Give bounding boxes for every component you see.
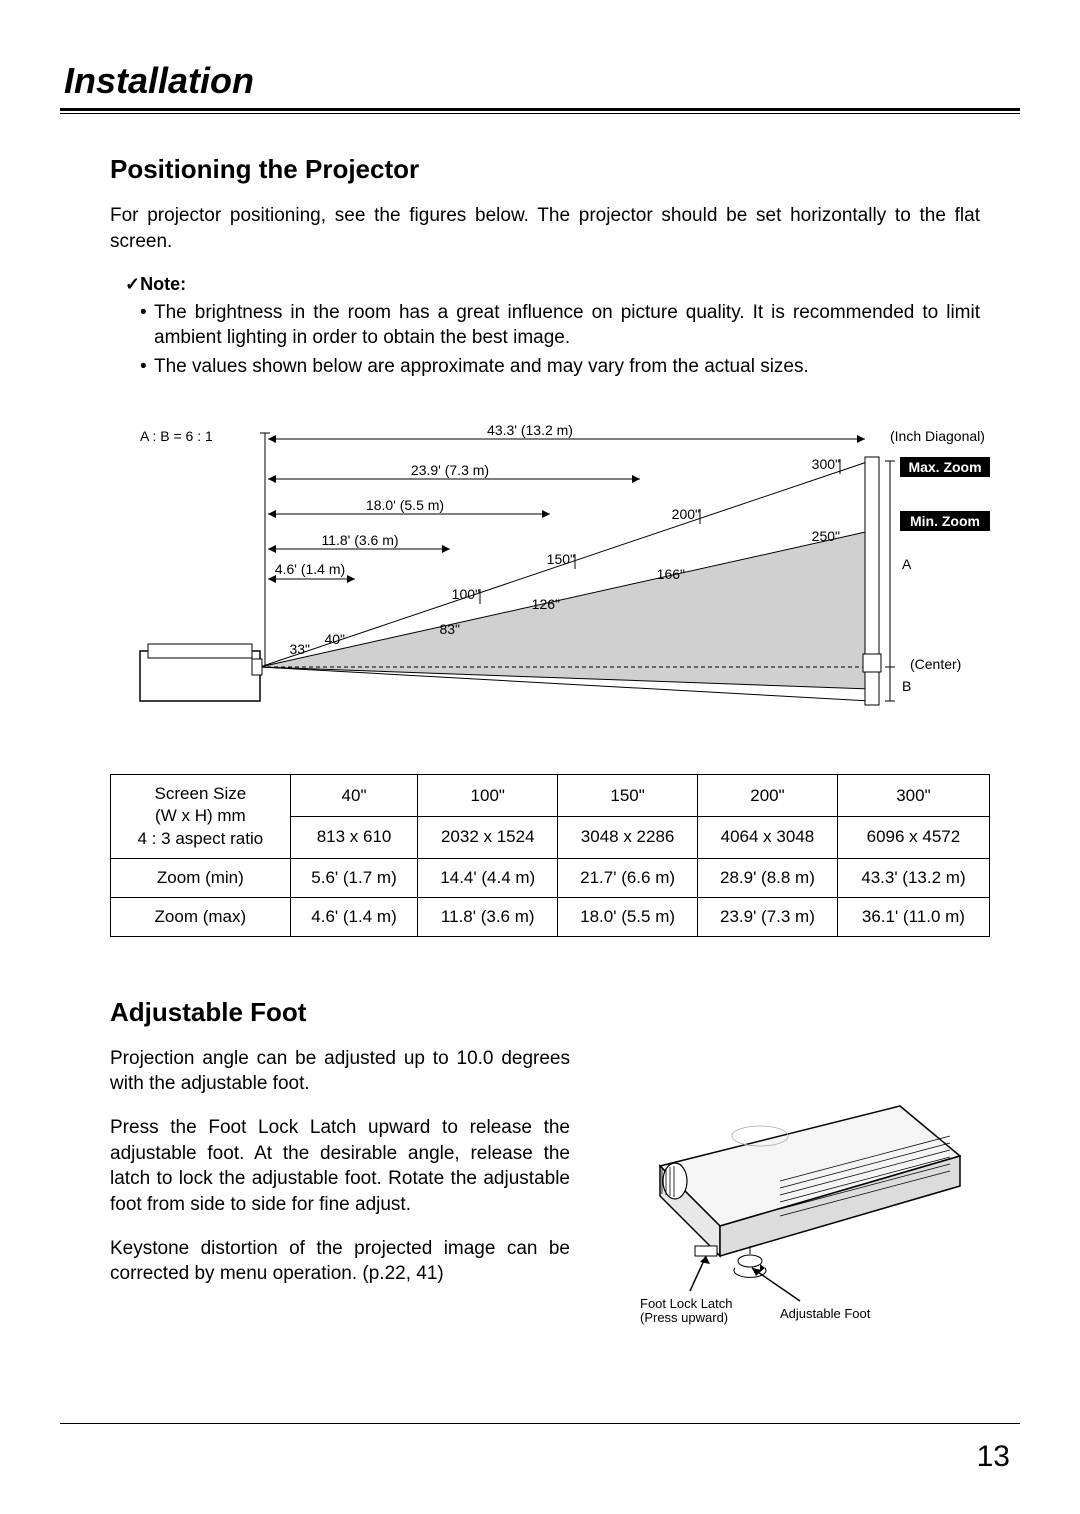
svg-text:(Press upward): (Press upward): [640, 1310, 728, 1325]
table-cell: 11.8' (3.6 m): [418, 897, 558, 936]
table-cell: 36.1' (11.0 m): [837, 897, 989, 936]
svg-text:18.0' (5.5 m): 18.0' (5.5 m): [366, 497, 444, 513]
section-title-foot: Adjustable Foot: [110, 997, 980, 1028]
projection-diagram: A : B = 6 : 1 (Inch Diagonal) Max. Zoom …: [110, 419, 1010, 744]
svg-text:4.6' (1.4 m): 4.6' (1.4 m): [275, 561, 345, 577]
table-row: Zoom (min) 5.6' (1.7 m) 14.4' (4.4 m) 21…: [111, 858, 990, 897]
note-label: ✓Note:: [110, 274, 980, 295]
foot-illustration: Foot Lock Latch (Press upward) Adjustabl…: [600, 1046, 980, 1331]
svg-text:Foot Lock Latch: Foot Lock Latch: [640, 1296, 733, 1311]
svg-text:150": 150": [547, 551, 575, 567]
table-cell: 3048 x 2286: [558, 816, 698, 858]
foot-section: Projection angle can be adjusted up to 1…: [110, 1046, 980, 1331]
table-cell: 14.4' (4.4 m): [418, 858, 558, 897]
foot-p3: Keystone distortion of the projected ima…: [110, 1236, 570, 1287]
table-cell: 18.0' (5.5 m): [558, 897, 698, 936]
table-cell: 300": [837, 775, 989, 817]
foot-text-column: Projection angle can be adjusted up to 1…: [110, 1046, 570, 1331]
svg-text:23.9' (7.3 m): 23.9' (7.3 m): [411, 462, 489, 478]
svg-text:300": 300": [812, 456, 840, 472]
page-number: 13: [977, 1440, 1010, 1474]
table-header-row: Screen Size (W x H) mm 4 : 3 aspect rati…: [111, 775, 990, 817]
diagram-svg: A : B = 6 : 1 (Inch Diagonal) Max. Zoom …: [110, 419, 1010, 739]
intro-text: For projector positioning, see the figur…: [110, 203, 980, 254]
svg-text:Adjustable Foot: Adjustable Foot: [780, 1306, 871, 1321]
table-cell: 813 x 610: [290, 816, 418, 858]
title-rule: [60, 108, 1020, 114]
table-head-screensize: Screen Size (W x H) mm 4 : 3 aspect rati…: [111, 775, 291, 858]
svg-text:43.3' (13.2 m): 43.3' (13.2 m): [487, 422, 573, 438]
table-cell: 150": [558, 775, 698, 817]
b-label: B: [902, 678, 911, 694]
content-area: Positioning the Projector For projector …: [60, 154, 1020, 1331]
note-item: The brightness in the room has a great i…: [140, 301, 980, 350]
svg-text:33": 33": [289, 641, 310, 657]
note-item: The values shown below are approximate a…: [140, 355, 980, 380]
min-zoom-label: Min. Zoom: [910, 513, 980, 529]
svg-text:100": 100": [452, 586, 480, 602]
svg-text:126": 126": [532, 596, 560, 612]
table-cell: 100": [418, 775, 558, 817]
foot-lock-latch: [695, 1246, 717, 1256]
table-row: Zoom (max) 4.6' (1.4 m) 11.8' (3.6 m) 18…: [111, 897, 990, 936]
svg-text:166": 166": [657, 566, 685, 582]
table-cell: 4.6' (1.4 m): [290, 897, 418, 936]
table-cell: 6096 x 4572: [837, 816, 989, 858]
page: Installation Positioning the Projector F…: [0, 0, 1080, 1514]
table-cell: 5.6' (1.7 m): [290, 858, 418, 897]
bottom-rule: [60, 1423, 1020, 1424]
chapter-title: Installation: [60, 60, 1020, 102]
note-list: The brightness in the room has a great i…: [110, 301, 980, 379]
table-cell: 2032 x 1524: [418, 816, 558, 858]
inch-diag-label: (Inch Diagonal): [890, 428, 985, 444]
table-cell: 21.7' (6.6 m): [558, 858, 698, 897]
check-icon: ✓: [125, 274, 140, 294]
table-cell: 40": [290, 775, 418, 817]
projector-illustration: Foot Lock Latch (Press upward) Adjustabl…: [600, 1046, 980, 1326]
screen-size-table: Screen Size (W x H) mm 4 : 3 aspect rati…: [110, 774, 990, 936]
section-title-positioning: Positioning the Projector: [110, 154, 980, 185]
svg-text:200": 200": [672, 506, 700, 522]
max-zoom-label: Max. Zoom: [908, 459, 981, 475]
ratio-label: A : B = 6 : 1: [140, 428, 213, 444]
svg-text:11.8' (3.6 m): 11.8' (3.6 m): [321, 532, 398, 548]
svg-text:83": 83": [439, 621, 460, 637]
table-cell: 200": [698, 775, 838, 817]
table-cell: 23.9' (7.3 m): [698, 897, 838, 936]
table-cell: 43.3' (13.2 m): [837, 858, 989, 897]
note-block: ✓Note: The brightness in the room has a …: [110, 274, 980, 379]
svg-text:40": 40": [324, 631, 345, 647]
table-cell: 4064 x 3048: [698, 816, 838, 858]
table-row-head: Zoom (min): [111, 858, 291, 897]
adjustable-foot-icon: [738, 1255, 762, 1267]
center-label: (Center): [910, 656, 961, 672]
foot-p2: Press the Foot Lock Latch upward to rele…: [110, 1115, 570, 1218]
table-cell: 28.9' (8.8 m): [698, 858, 838, 897]
foot-p1: Projection angle can be adjusted up to 1…: [110, 1046, 570, 1097]
svg-text:250": 250": [812, 528, 840, 544]
table-row-head: Zoom (max): [111, 897, 291, 936]
a-label: A: [902, 556, 912, 572]
note-label-text: Note:: [140, 274, 186, 294]
